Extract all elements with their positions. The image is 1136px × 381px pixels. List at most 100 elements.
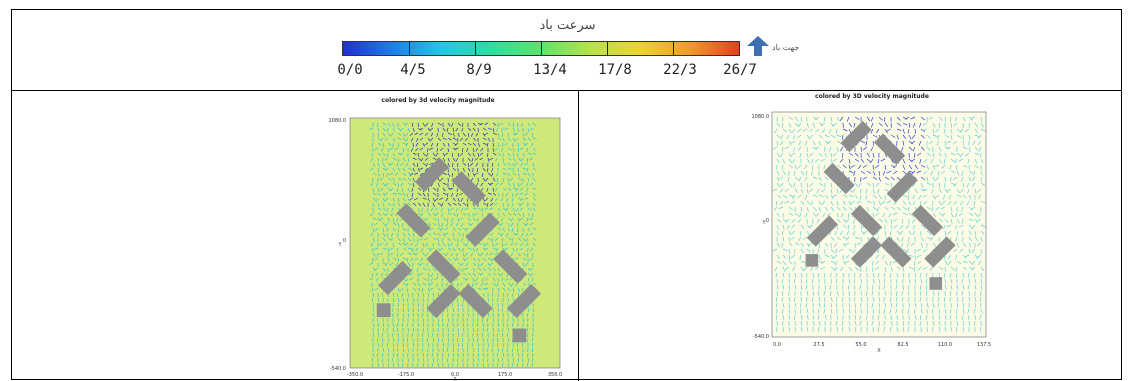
velocity-vector (890, 176, 895, 181)
velocity-vector (447, 257, 452, 261)
velocity-vector (782, 170, 787, 176)
velocity-vector (411, 192, 414, 197)
velocity-vector (372, 352, 375, 357)
velocity-vector (890, 122, 892, 128)
velocity-vector (926, 146, 931, 151)
velocity-vector (492, 332, 495, 337)
velocity-vector (947, 200, 952, 206)
velocity-vector (845, 254, 850, 259)
velocity-vector (497, 192, 500, 197)
velocity-vector (471, 342, 474, 347)
velocity-vector (928, 116, 934, 120)
velocity-vector (402, 192, 406, 197)
velocity-vector (505, 207, 509, 212)
velocity-vector (475, 162, 479, 167)
velocity-vector (452, 237, 457, 241)
velocity-vector (532, 152, 537, 156)
velocity-vector (872, 152, 875, 158)
velocity-vector (517, 287, 521, 292)
velocity-vector (446, 322, 449, 327)
velocity-vector (511, 192, 514, 197)
velocity-vector (781, 164, 784, 170)
velocity-vector (372, 307, 374, 313)
velocity-vector (405, 277, 409, 282)
velocity-vector (437, 247, 441, 252)
velocity-vector (432, 222, 437, 226)
velocity-vector (469, 222, 474, 226)
velocity-vector (446, 217, 449, 222)
velocity-vector (467, 127, 472, 131)
velocity-vector (966, 200, 970, 206)
velocity-vector (854, 302, 857, 308)
velocity-vector (371, 152, 374, 157)
velocity-vector (836, 116, 840, 122)
velocity-vector (441, 352, 444, 358)
velocity-vector (884, 128, 888, 134)
velocity-vector (414, 172, 419, 175)
velocity-vector (980, 200, 986, 204)
velocity-vector (402, 227, 407, 232)
velocity-vector (872, 200, 876, 206)
velocity-vector (812, 314, 815, 320)
building-footprints (805, 120, 956, 290)
velocity-vector (860, 140, 866, 144)
velocity-vector (914, 308, 916, 314)
velocity-vector (527, 272, 532, 277)
velocity-vector (932, 164, 936, 170)
velocity-vector (527, 277, 530, 282)
velocity-vector (786, 224, 790, 230)
velocity-vector (980, 224, 986, 228)
velocity-vector (916, 152, 922, 157)
velocity-vector (877, 272, 880, 278)
velocity-vector (830, 116, 833, 122)
velocity-vector (876, 128, 880, 134)
velocity-vector (500, 272, 504, 277)
velocity-vector (529, 247, 534, 251)
velocity-vector (775, 272, 778, 278)
velocity-vector (950, 152, 956, 156)
velocity-vector (949, 308, 952, 314)
velocity-vector (510, 282, 514, 287)
x-tick-label: 137.5 (977, 342, 991, 348)
building-footprint (840, 120, 872, 153)
velocity-vector (932, 290, 935, 296)
velocity-vector (800, 284, 803, 290)
velocity-vector (788, 296, 791, 302)
velocity-vector (800, 200, 805, 206)
velocity-vector (938, 182, 941, 188)
velocity-vector (527, 127, 529, 133)
velocity-vector (437, 217, 440, 222)
velocity-vector (426, 337, 429, 343)
velocity-vector (496, 177, 499, 182)
velocity-vector (776, 290, 779, 296)
velocity-vector (817, 308, 820, 314)
velocity-vector (531, 347, 534, 352)
velocity-vector (866, 314, 868, 320)
velocity-vector (391, 357, 394, 362)
velocity-vector (925, 284, 928, 290)
velocity-vector (878, 308, 880, 314)
velocity-vector (455, 127, 459, 132)
velocity-vector (775, 296, 778, 302)
velocity-vector (532, 282, 537, 286)
velocity-vector (497, 312, 499, 318)
velocity-vector (382, 347, 385, 352)
velocity-vector (392, 352, 395, 357)
velocity-vector (451, 122, 454, 127)
velocity-vector (481, 172, 484, 177)
velocity-vector (407, 187, 410, 192)
velocity-vector (958, 224, 964, 228)
velocity-vector (806, 290, 809, 296)
velocity-vector (472, 317, 475, 322)
left-wind-flow-plot: colored by 3d velocity magnitude 1080.0 … (329, 97, 563, 381)
velocity-vector (926, 302, 929, 308)
velocity-vector (526, 167, 529, 172)
velocity-vector (371, 287, 374, 292)
velocity-vector (941, 212, 946, 217)
velocity-vector (919, 296, 922, 302)
velocity-vector (492, 127, 495, 132)
velocity-vector (922, 122, 928, 126)
velocity-vector (944, 182, 946, 188)
velocity-vector (432, 152, 436, 157)
velocity-vector (462, 202, 467, 206)
